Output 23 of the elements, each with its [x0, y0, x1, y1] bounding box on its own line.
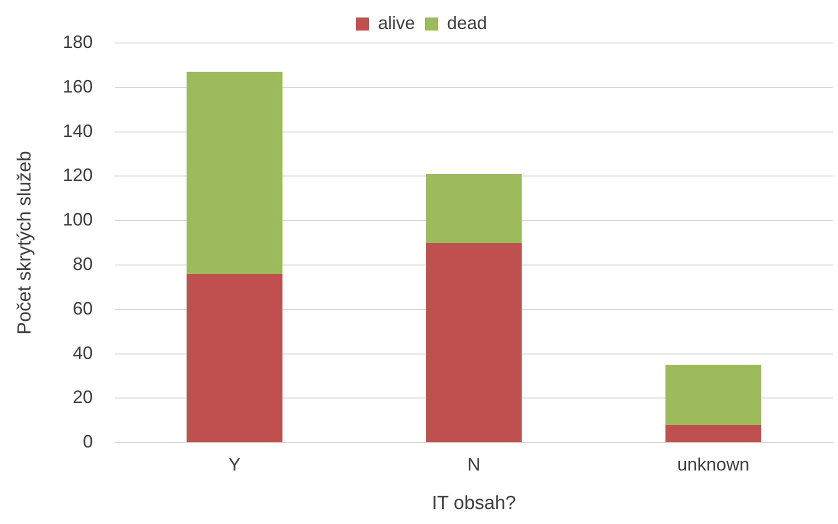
y-tick-label: 80 — [72, 254, 93, 274]
x-tick-label: unknown — [677, 454, 750, 474]
x-tick-label: N — [467, 454, 480, 474]
bar — [426, 174, 522, 243]
y-tick-label: 20 — [72, 387, 93, 408]
y-tick-label: 40 — [72, 342, 93, 363]
x-axis-title: IT obsah? — [432, 492, 516, 514]
bar — [426, 242, 522, 442]
y-tick-label: 100 — [62, 210, 93, 230]
y-tick-label: 120 — [62, 165, 93, 186]
legend-label: alive — [378, 12, 415, 33]
bar — [186, 72, 282, 274]
y-tick-label: 0 — [82, 432, 93, 452]
y-tick-label: 60 — [72, 298, 93, 318]
y-tick-label: 160 — [62, 76, 93, 96]
y-tick-label: 140 — [62, 120, 93, 141]
y-tick-label: 180 — [62, 32, 93, 52]
bar — [186, 274, 282, 442]
bar — [665, 364, 762, 425]
x-tick-label: Y — [228, 454, 241, 474]
bar — [665, 424, 762, 442]
y-axis-title: Počet skrytých služeb — [14, 150, 36, 335]
legend-label: dead — [446, 12, 488, 33]
